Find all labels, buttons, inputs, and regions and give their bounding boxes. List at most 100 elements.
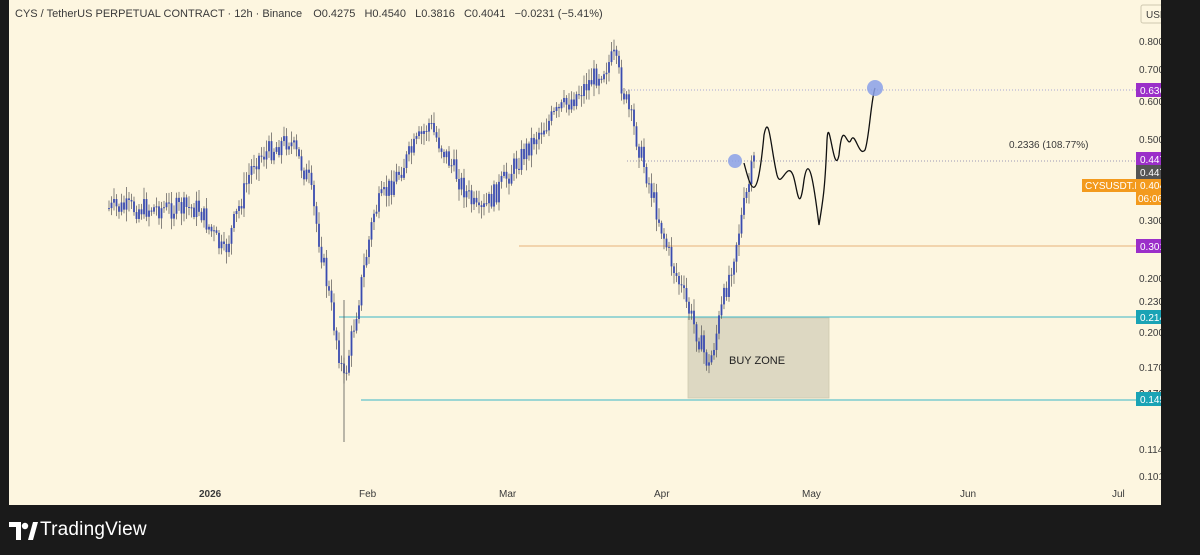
candle[interactable]	[500, 171, 503, 189]
candle[interactable]	[690, 303, 693, 320]
candle[interactable]	[183, 191, 185, 222]
candle[interactable]	[523, 143, 525, 165]
candle[interactable]	[430, 114, 433, 130]
candle[interactable]	[695, 321, 698, 352]
candle[interactable]	[480, 200, 483, 219]
candle[interactable]	[190, 204, 193, 218]
candle[interactable]	[393, 170, 395, 198]
candle[interactable]	[683, 275, 685, 300]
candle[interactable]	[383, 182, 385, 196]
candle[interactable]	[700, 325, 703, 352]
candle[interactable]	[723, 283, 725, 310]
candle[interactable]	[720, 296, 723, 319]
candle[interactable]	[173, 205, 175, 227]
candle[interactable]	[733, 258, 735, 284]
candle[interactable]	[305, 163, 308, 182]
candle[interactable]	[385, 175, 388, 207]
candle[interactable]	[540, 122, 543, 144]
candle[interactable]	[413, 133, 415, 156]
candle[interactable]	[663, 228, 665, 250]
candle[interactable]	[165, 193, 168, 211]
candle[interactable]	[543, 122, 545, 137]
candle[interactable]	[520, 140, 523, 175]
candle[interactable]	[203, 206, 205, 228]
candle[interactable]	[725, 281, 728, 301]
candle[interactable]	[680, 275, 683, 293]
candle[interactable]	[143, 187, 145, 219]
candle[interactable]	[475, 190, 478, 207]
candle[interactable]	[163, 200, 165, 213]
candle[interactable]	[233, 211, 235, 232]
candle[interactable]	[678, 272, 680, 295]
candle[interactable]	[593, 60, 595, 97]
candle[interactable]	[378, 186, 380, 219]
candle[interactable]	[300, 149, 303, 179]
candle[interactable]	[460, 172, 463, 196]
candle[interactable]	[448, 146, 450, 168]
candle[interactable]	[425, 125, 428, 142]
candle[interactable]	[270, 132, 273, 164]
candle[interactable]	[570, 91, 573, 113]
candle[interactable]	[505, 162, 508, 188]
candle[interactable]	[400, 166, 403, 182]
candle[interactable]	[728, 265, 730, 302]
candle[interactable]	[218, 229, 220, 255]
candle[interactable]	[660, 220, 663, 239]
candle[interactable]	[668, 241, 670, 256]
candle[interactable]	[308, 160, 310, 184]
candle[interactable]	[753, 151, 755, 169]
candle[interactable]	[455, 149, 458, 182]
candle[interactable]	[288, 142, 290, 155]
candle[interactable]	[208, 224, 210, 235]
candle[interactable]	[263, 146, 265, 167]
candle[interactable]	[438, 128, 440, 153]
candle[interactable]	[330, 279, 333, 311]
candle[interactable]	[115, 194, 118, 217]
candle[interactable]	[350, 325, 353, 367]
candle[interactable]	[225, 238, 228, 264]
candle[interactable]	[323, 253, 325, 266]
candle[interactable]	[718, 310, 720, 340]
candle[interactable]	[445, 149, 448, 164]
candle[interactable]	[395, 163, 398, 185]
candle[interactable]	[490, 185, 493, 209]
candle[interactable]	[113, 188, 115, 211]
candle[interactable]	[148, 204, 150, 227]
candle[interactable]	[370, 217, 373, 247]
candle[interactable]	[595, 63, 598, 89]
candle[interactable]	[458, 168, 460, 201]
candle[interactable]	[588, 69, 590, 100]
candle[interactable]	[575, 91, 578, 110]
candle[interactable]	[215, 226, 218, 235]
candle[interactable]	[693, 299, 695, 334]
candle[interactable]	[280, 137, 283, 164]
candle[interactable]	[408, 141, 410, 162]
candle[interactable]	[675, 263, 678, 283]
candle[interactable]	[260, 147, 263, 163]
candle[interactable]	[213, 225, 215, 242]
candle[interactable]	[120, 193, 123, 216]
candle[interactable]	[503, 164, 505, 179]
candle[interactable]	[730, 267, 733, 287]
candle[interactable]	[613, 39, 615, 61]
candle[interactable]	[340, 355, 343, 372]
candle[interactable]	[230, 225, 233, 255]
candle[interactable]	[195, 191, 198, 226]
candle[interactable]	[450, 158, 453, 174]
candle[interactable]	[515, 150, 518, 179]
candle[interactable]	[625, 91, 628, 104]
candle[interactable]	[565, 95, 568, 113]
candle[interactable]	[553, 107, 555, 115]
candle[interactable]	[335, 327, 338, 350]
candle[interactable]	[373, 209, 375, 230]
candle[interactable]	[528, 141, 530, 161]
candle[interactable]	[128, 191, 130, 212]
candle[interactable]	[648, 177, 650, 194]
candle[interactable]	[298, 146, 300, 159]
candle[interactable]	[415, 132, 418, 145]
candle[interactable]	[178, 191, 180, 211]
candle[interactable]	[410, 138, 413, 165]
candle[interactable]	[548, 114, 550, 137]
candle[interactable]	[628, 89, 630, 118]
candle[interactable]	[320, 236, 323, 269]
